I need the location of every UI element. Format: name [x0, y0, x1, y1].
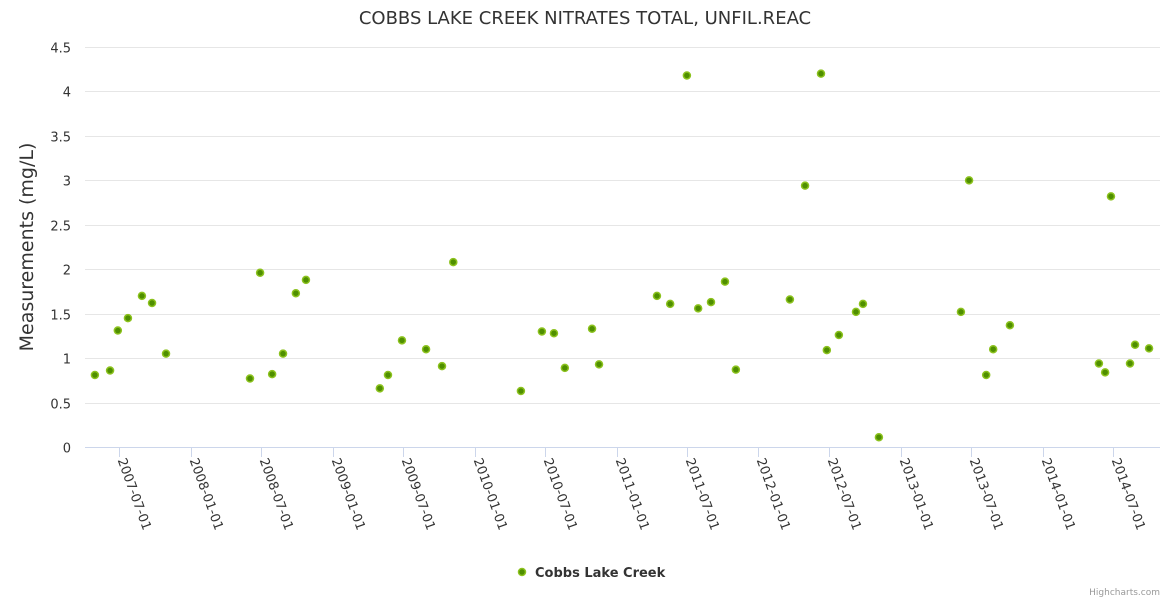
- y-tick-label: 4.5: [50, 42, 71, 57]
- data-point[interactable]: [665, 299, 675, 309]
- data-point[interactable]: [1094, 359, 1104, 368]
- data-point[interactable]: [537, 327, 547, 336]
- data-point[interactable]: [858, 299, 868, 309]
- data-point[interactable]: [449, 257, 458, 267]
- data-point[interactable]: [706, 297, 716, 307]
- data-point[interactable]: [123, 313, 133, 323]
- x-tick-label: 2013-01-01: [896, 456, 936, 532]
- data-point[interactable]: [549, 328, 559, 338]
- legend-marker-icon: [517, 567, 527, 577]
- y-tick-label: 2.5: [50, 220, 71, 235]
- data-point[interactable]: [652, 291, 662, 301]
- data-point[interactable]: [594, 360, 604, 369]
- data-point[interactable]: [988, 344, 998, 354]
- data-point[interactable]: [816, 69, 826, 78]
- x-axis-ticks: 2007-07-01 2008-01-01 2008-07-01 2009-01-01…: [114, 447, 1148, 532]
- x-tick-label: 2008-07-01: [256, 456, 296, 532]
- data-point[interactable]: [437, 361, 447, 371]
- credits-link[interactable]: Highcharts.com: [1089, 588, 1160, 598]
- data-point[interactable]: [516, 386, 526, 396]
- data-point[interactable]: [301, 275, 311, 285]
- data-point[interactable]: [981, 370, 991, 380]
- data-point[interactable]: [113, 326, 123, 335]
- y-axis-title: Measurements (mg/L): [16, 143, 38, 352]
- data-point[interactable]: [800, 181, 810, 190]
- data-point[interactable]: [834, 330, 844, 340]
- x-tick-label: 2011-07-01: [682, 456, 722, 532]
- data-point[interactable]: [731, 365, 741, 374]
- data-point[interactable]: [1130, 340, 1140, 350]
- data-point[interactable]: [822, 345, 832, 355]
- x-tick-label: 2010-01-01: [470, 456, 510, 532]
- legend-label[interactable]: Cobbs Lake Creek: [535, 566, 666, 581]
- data-point[interactable]: [1005, 320, 1015, 330]
- x-tick-label: 2009-07-01: [398, 456, 438, 532]
- x-tick-label: 2011-01-01: [612, 456, 652, 532]
- series-cobbs-lake-creek[interactable]: [90, 69, 1154, 442]
- x-tick-label: 2014-01-01: [1038, 456, 1078, 532]
- data-point[interactable]: [1125, 359, 1135, 368]
- y-tick-label: 1.5: [50, 309, 71, 324]
- y-tick-label: 1: [63, 353, 71, 368]
- data-point[interactable]: [90, 370, 100, 380]
- data-point[interactable]: [1100, 368, 1110, 377]
- x-tick-label: 2012-01-01: [753, 456, 793, 532]
- y-tick-label: 0.5: [50, 398, 71, 413]
- x-tick-label: 2012-07-01: [824, 456, 864, 532]
- x-tick-label: 2009-01-01: [328, 456, 368, 532]
- data-point[interactable]: [851, 307, 861, 317]
- data-point[interactable]: [1106, 192, 1116, 201]
- y-tick-label: 4: [63, 86, 71, 101]
- data-point[interactable]: [383, 370, 393, 380]
- data-point[interactable]: [105, 366, 115, 375]
- data-point[interactable]: [245, 374, 255, 383]
- data-point[interactable]: [375, 384, 385, 393]
- x-tick-label: 2013-07-01: [966, 456, 1006, 532]
- data-point[interactable]: [874, 432, 884, 442]
- chart-title: COBBS LAKE CREEK NITRATES TOTAL, UNFIL.R…: [359, 8, 811, 29]
- x-tick-label: 2014-07-01: [1108, 456, 1148, 532]
- data-point[interactable]: [291, 288, 301, 298]
- data-point[interactable]: [560, 363, 570, 373]
- data-point[interactable]: [720, 277, 730, 286]
- data-point[interactable]: [421, 344, 431, 354]
- data-point[interactable]: [278, 349, 288, 358]
- grid-lines: [85, 47, 1160, 404]
- data-point[interactable]: [587, 324, 597, 334]
- data-point[interactable]: [147, 298, 157, 308]
- data-point[interactable]: [137, 291, 147, 301]
- y-axis-ticks: 0 0.5 1 1.5 2 2.5 3 3.5 4 4.5: [50, 42, 71, 457]
- x-tick-label: 2010-07-01: [540, 456, 580, 532]
- y-tick-label: 2: [63, 264, 71, 279]
- data-point[interactable]: [161, 349, 171, 358]
- x-tick-label: 2007-07-01: [114, 456, 154, 532]
- legend-item[interactable]: Cobbs Lake Creek: [517, 566, 666, 581]
- y-tick-label: 3.5: [50, 131, 71, 146]
- data-point[interactable]: [964, 176, 974, 185]
- data-point[interactable]: [267, 369, 277, 379]
- data-point[interactable]: [1144, 344, 1154, 353]
- data-point[interactable]: [397, 336, 407, 345]
- x-tick-label: 2008-01-01: [186, 456, 226, 532]
- data-point[interactable]: [956, 307, 966, 317]
- data-point[interactable]: [785, 295, 795, 304]
- y-tick-label: 0: [63, 442, 71, 457]
- data-point[interactable]: [255, 268, 265, 278]
- data-point[interactable]: [682, 71, 692, 80]
- data-point[interactable]: [693, 304, 703, 313]
- y-tick-label: 3: [63, 175, 71, 190]
